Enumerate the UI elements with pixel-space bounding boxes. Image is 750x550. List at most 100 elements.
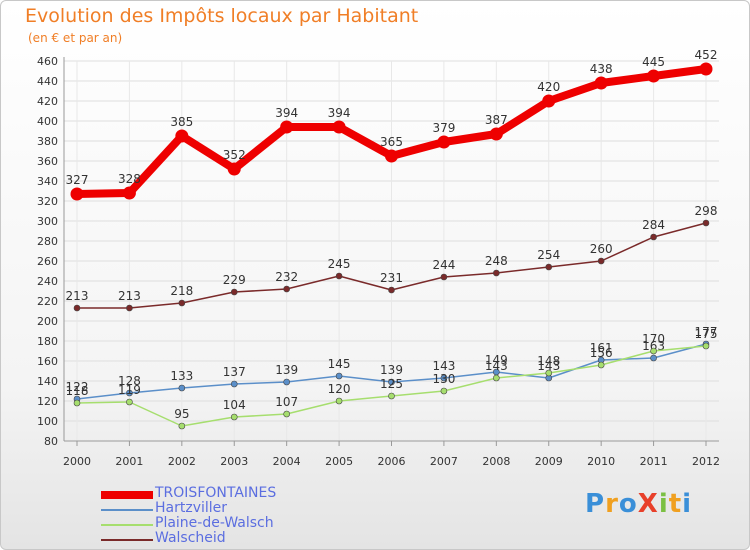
legend-label: Walscheid [155, 530, 226, 546]
logo-letter: r [605, 489, 619, 519]
data-point-troisfontaines [699, 62, 713, 76]
data-point-walscheid [73, 304, 81, 312]
y-tick-label: 140 [37, 375, 58, 388]
data-point-walscheid [335, 272, 343, 280]
y-tick-label: 460 [37, 55, 58, 68]
data-point-plaine-de-walsch [440, 387, 448, 395]
y-tick-label: 260 [37, 255, 58, 268]
y-tick-label: 300 [37, 215, 58, 228]
data-point-troisfontaines [647, 69, 661, 83]
y-tick-label: 160 [37, 355, 58, 368]
data-point-plaine-de-walsch [493, 374, 500, 382]
data-label-troisfontaines: 445 [642, 55, 665, 69]
logo-letter: t [668, 489, 683, 519]
data-point-troisfontaines [489, 127, 503, 141]
data-point-plaine-de-walsch [545, 369, 553, 377]
data-label-plaine-de-walsch: 104 [223, 398, 246, 412]
data-point-plaine-de-walsch [73, 399, 81, 407]
data-label-hartzviller: 133 [170, 369, 193, 383]
data-label-hartzviller: 139 [275, 363, 298, 377]
data-label-troisfontaines: 352 [223, 148, 246, 162]
data-point-troisfontaines [227, 162, 241, 176]
x-tick-label: 2004 [273, 455, 301, 468]
data-label-plaine-de-walsch: 175 [695, 327, 718, 341]
y-tick-label: 420 [37, 95, 58, 108]
data-point-plaine-de-walsch [388, 392, 395, 400]
y-tick-label: 280 [37, 235, 58, 248]
data-label-hartzviller: 149 [485, 353, 508, 367]
data-label-hartzviller: 177 [695, 325, 718, 339]
data-label-walscheid: 213 [66, 289, 89, 303]
data-label-plaine-de-walsch: 170 [642, 332, 665, 346]
data-point-hartzviller [650, 354, 657, 362]
data-label-hartzviller: 139 [380, 363, 403, 377]
logo-letter: X [637, 489, 659, 519]
data-label-walscheid: 229 [223, 273, 246, 287]
data-label-walscheid: 218 [170, 284, 193, 298]
data-label-troisfontaines: 385 [170, 115, 193, 129]
x-tick-label: 2011 [640, 455, 668, 468]
data-point-plaine-de-walsch [178, 422, 186, 430]
data-label-walscheid: 260 [590, 242, 613, 256]
data-point-hartzviller [440, 374, 448, 382]
data-point-walscheid [283, 285, 290, 293]
x-tick-label: 2003 [220, 455, 248, 468]
data-label-hartzviller: 163 [642, 339, 665, 353]
data-point-troisfontaines [594, 76, 608, 90]
data-point-plaine-de-walsch [126, 398, 133, 406]
chart-subtitle: (en € et par an) [28, 31, 123, 45]
x-tick-label: 2002 [168, 455, 196, 468]
data-label-hartzviller: 122 [66, 380, 89, 394]
data-point-hartzviller [230, 380, 238, 388]
logo-letter: i [682, 489, 693, 519]
data-label-walscheid: 232 [275, 270, 298, 284]
y-tick-label: 360 [37, 155, 58, 168]
data-point-plaine-de-walsch [230, 413, 238, 421]
data-point-plaine-de-walsch [597, 361, 605, 369]
data-label-troisfontaines: 365 [380, 135, 403, 149]
data-label-hartzviller: 137 [223, 365, 246, 379]
x-tick-label: 2000 [63, 455, 91, 468]
data-point-hartzviller [126, 389, 133, 397]
data-point-troisfontaines [70, 187, 84, 201]
legend-label: TROISFONTAINES [155, 485, 277, 501]
data-point-troisfontaines [122, 186, 136, 200]
data-point-hartzviller [335, 372, 343, 380]
y-tick-label: 200 [37, 315, 58, 328]
data-label-troisfontaines: 452 [695, 48, 718, 62]
legend-label: Plaine-de-Walsch [155, 515, 274, 531]
data-label-troisfontaines: 327 [66, 173, 89, 187]
data-point-plaine-de-walsch [335, 397, 343, 405]
x-tick-label: 2001 [115, 455, 143, 468]
x-tick-label: 2012 [692, 455, 720, 468]
data-label-walscheid: 245 [328, 257, 351, 271]
data-label-plaine-de-walsch: 143 [485, 359, 508, 373]
data-label-troisfontaines: 379 [432, 121, 455, 135]
data-point-plaine-de-walsch [702, 342, 710, 350]
data-label-walscheid: 213 [118, 289, 141, 303]
data-label-walscheid: 244 [432, 258, 455, 272]
data-point-troisfontaines [280, 120, 294, 134]
data-label-plaine-de-walsch: 119 [118, 383, 141, 397]
data-point-plaine-de-walsch [283, 410, 290, 418]
data-label-hartzviller: 161 [590, 341, 613, 355]
logo-letter: P [585, 489, 606, 519]
x-tick-label: 2010 [587, 455, 615, 468]
data-point-walscheid [597, 257, 605, 265]
data-point-walscheid [493, 269, 500, 277]
x-tick-label: 2006 [378, 455, 406, 468]
chart-title: Evolution des Impôts locaux par Habitant [25, 5, 419, 27]
legend-swatch [101, 539, 153, 541]
data-label-plaine-de-walsch: 130 [432, 372, 455, 386]
data-point-troisfontaines [332, 120, 346, 134]
data-label-troisfontaines: 394 [328, 106, 351, 120]
x-tick-label: 2009 [535, 455, 563, 468]
data-point-walscheid [388, 286, 395, 294]
data-point-walscheid [650, 233, 657, 241]
proxiti-logo: ProXiti [585, 489, 692, 519]
data-label-troisfontaines: 438 [590, 62, 613, 76]
data-point-hartzviller [283, 378, 290, 386]
data-point-plaine-de-walsch [650, 347, 657, 355]
data-label-hartzviller: 143 [432, 359, 455, 373]
